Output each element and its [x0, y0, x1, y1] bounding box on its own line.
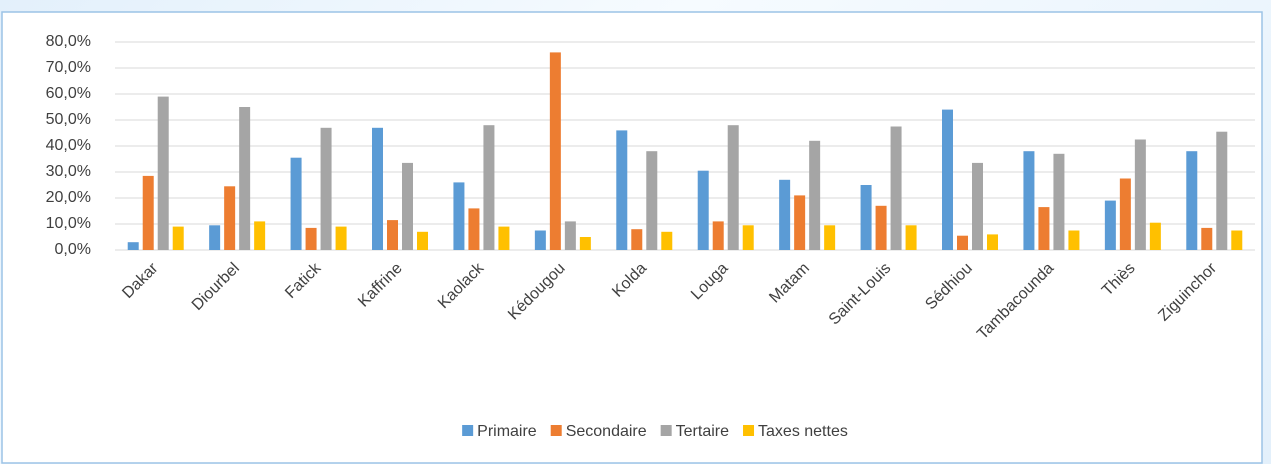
bar: [1149, 222, 1161, 250]
bar: [579, 237, 591, 250]
legend-swatch: [550, 425, 562, 436]
bar: [1186, 151, 1198, 250]
bar: [417, 231, 428, 250]
bar: [727, 125, 739, 250]
legend-label: Secondaire: [566, 423, 647, 440]
bar: [987, 234, 998, 250]
bar: [646, 151, 658, 250]
y-tick-label: 40,0%: [46, 137, 91, 154]
y-tick-label: 60,0%: [46, 85, 91, 102]
bar: [712, 221, 724, 250]
bar: [172, 226, 184, 250]
legend-label: Taxes nettes: [758, 423, 848, 440]
bar: [290, 157, 302, 250]
bar: [1216, 131, 1228, 250]
bar: [209, 225, 221, 250]
bar: [372, 127, 383, 250]
y-tick-label: 50,0%: [46, 111, 91, 128]
legend-swatch: [462, 425, 474, 436]
bar: [631, 229, 643, 250]
bar: [1053, 153, 1065, 250]
bar: [1134, 139, 1146, 250]
bar: [1038, 207, 1050, 250]
bar: [972, 162, 983, 250]
bar: [1231, 230, 1243, 250]
bar: [942, 109, 953, 250]
y-tick-label: 0,0%: [55, 241, 91, 258]
bar: [824, 225, 836, 250]
bar: [1068, 230, 1080, 250]
bar: [387, 220, 398, 250]
bar: [468, 208, 480, 250]
legend-swatch: [660, 425, 672, 436]
bar: [957, 235, 968, 250]
legend-swatch: [743, 425, 755, 436]
bar: [697, 170, 709, 250]
bar: [1119, 178, 1131, 250]
y-tick-label: 70,0%: [46, 59, 91, 76]
bar: [905, 225, 917, 250]
bar: [254, 221, 266, 250]
bar: [142, 175, 154, 250]
bar: [875, 205, 887, 250]
legend-label: Tertaire: [676, 423, 729, 440]
bar: [224, 186, 236, 250]
bar: [860, 185, 872, 250]
y-tick-label: 80,0%: [46, 33, 91, 50]
bar: [335, 226, 347, 250]
bar: [1104, 200, 1116, 250]
bar: [498, 226, 510, 250]
bar: [742, 225, 754, 250]
y-tick-label: 30,0%: [46, 163, 91, 180]
bar: [320, 127, 332, 250]
bar: [453, 182, 465, 250]
bar: [483, 125, 495, 250]
bar: [809, 140, 821, 250]
y-tick-label: 20,0%: [46, 189, 91, 206]
bar: [794, 195, 806, 250]
legend-label: Primaire: [477, 423, 537, 440]
bar: [1023, 151, 1035, 250]
bar: [549, 52, 561, 251]
bar: [1201, 227, 1213, 250]
bar: [661, 231, 673, 250]
bar: [616, 130, 628, 250]
bar: [127, 242, 139, 250]
bar: [890, 126, 902, 250]
y-tick-label: 10,0%: [46, 215, 91, 232]
bar: [534, 230, 546, 250]
bar: [157, 96, 169, 250]
bar: [239, 107, 251, 250]
bar: [402, 162, 413, 250]
bar: [564, 221, 576, 250]
bar: [305, 227, 317, 250]
bar: [779, 179, 791, 250]
